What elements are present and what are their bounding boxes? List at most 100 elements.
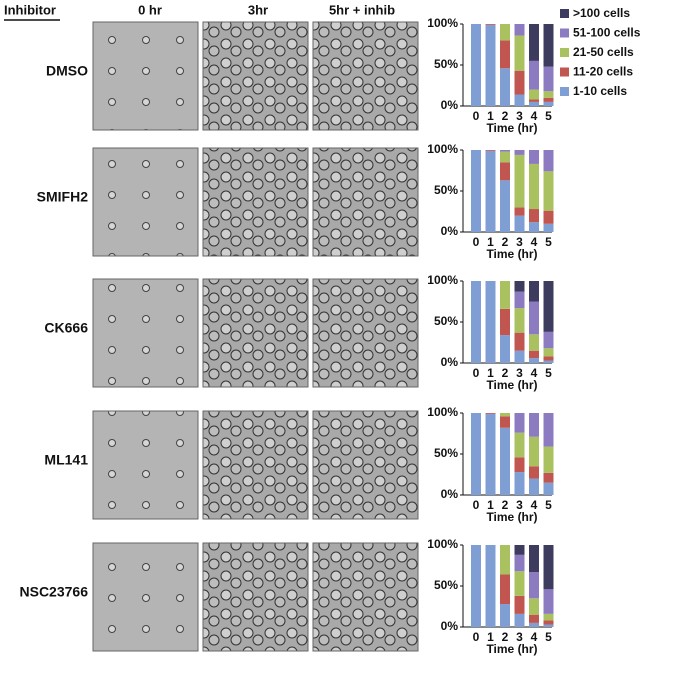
bar-segment bbox=[500, 416, 510, 428]
bar-segment bbox=[529, 622, 539, 627]
bar-segment bbox=[543, 620, 554, 625]
bar-segment bbox=[543, 589, 554, 614]
micrograph bbox=[92, 21, 199, 131]
bar-segment bbox=[471, 545, 481, 627]
x-tick-label: 1 bbox=[487, 109, 494, 123]
bar-segment bbox=[529, 614, 539, 623]
bar-segment bbox=[529, 101, 539, 106]
legend-label: 21-50 cells bbox=[573, 45, 634, 59]
bar-segment bbox=[529, 572, 539, 599]
bar-segment bbox=[514, 215, 525, 232]
micrograph bbox=[312, 21, 419, 131]
bar-segment bbox=[514, 154, 525, 208]
x-tick-label: 4 bbox=[531, 366, 538, 380]
bar-segment bbox=[514, 94, 525, 106]
bar-segment bbox=[514, 413, 525, 433]
x-axis-label: Time (hr) bbox=[486, 121, 537, 135]
y-tick-label: 0% bbox=[441, 355, 459, 369]
legend-swatch bbox=[560, 9, 569, 18]
bar-segment bbox=[543, 223, 554, 232]
bar-segment bbox=[529, 163, 539, 210]
bar-segment bbox=[500, 545, 510, 575]
bar-segment bbox=[500, 427, 510, 495]
legend-swatch bbox=[560, 48, 569, 57]
legend-label: >100 cells bbox=[573, 6, 630, 20]
bar-segment bbox=[529, 150, 539, 164]
bar-segment bbox=[485, 413, 496, 495]
bar-segment bbox=[500, 281, 510, 309]
bar-segment bbox=[514, 24, 525, 36]
bar-segment bbox=[500, 180, 510, 232]
bar-segment bbox=[514, 332, 525, 351]
micrograph bbox=[202, 278, 309, 388]
bar-segment bbox=[514, 308, 525, 333]
bar-segment bbox=[471, 281, 481, 363]
bar-segment bbox=[529, 301, 539, 335]
y-tick-label: 0% bbox=[441, 619, 459, 633]
bar-segment bbox=[514, 472, 525, 495]
bar-segment bbox=[543, 24, 554, 67]
bar-segment bbox=[485, 545, 496, 627]
bar-segment bbox=[543, 624, 554, 627]
bar-segment bbox=[500, 413, 510, 417]
row-label: CK666 bbox=[44, 320, 88, 336]
y-tick-label: 0% bbox=[441, 98, 459, 112]
bar-segment bbox=[543, 97, 554, 102]
bar-segment bbox=[543, 150, 554, 172]
bar-segment bbox=[529, 478, 539, 495]
bar-segment bbox=[529, 60, 539, 90]
y-tick-label: 50% bbox=[434, 183, 458, 197]
bar-segment bbox=[514, 291, 525, 309]
y-tick-label: 100% bbox=[427, 16, 458, 30]
bar-segment bbox=[529, 222, 539, 232]
x-tick-label: 4 bbox=[531, 630, 538, 644]
x-axis-label: Time (hr) bbox=[486, 378, 537, 392]
bar-segment bbox=[500, 151, 510, 163]
x-axis-label: Time (hr) bbox=[486, 510, 537, 524]
bar-segment bbox=[514, 150, 525, 155]
micrograph bbox=[202, 542, 309, 652]
bar-segment bbox=[514, 595, 525, 614]
micrograph bbox=[202, 21, 309, 131]
bar-segment bbox=[543, 482, 554, 495]
y-tick-label: 50% bbox=[434, 57, 458, 71]
micrograph bbox=[312, 410, 419, 520]
x-tick-label: 1 bbox=[487, 366, 494, 380]
micrograph bbox=[312, 542, 419, 652]
bar-segment bbox=[514, 571, 525, 596]
bar-segment bbox=[500, 574, 510, 605]
bar-segment bbox=[543, 360, 554, 363]
micrographs bbox=[92, 21, 419, 652]
bar-segment bbox=[500, 150, 510, 152]
micrograph bbox=[92, 278, 199, 388]
y-tick-label: 50% bbox=[434, 578, 458, 592]
column-header: Inhibitor bbox=[4, 2, 56, 17]
x-tick-label: 1 bbox=[487, 235, 494, 249]
column-header: 0 hr bbox=[138, 2, 162, 17]
bar-segment bbox=[543, 331, 554, 349]
bar-segment bbox=[529, 358, 539, 363]
y-tick-label: 100% bbox=[427, 405, 458, 419]
x-tick-label: 1 bbox=[487, 498, 494, 512]
bar-segment bbox=[543, 613, 554, 621]
x-tick-label: 1 bbox=[487, 630, 494, 644]
bar-segment bbox=[514, 613, 525, 627]
bar-segment bbox=[471, 413, 481, 495]
bar-segment bbox=[485, 150, 496, 151]
bar-segment bbox=[500, 24, 510, 41]
micrograph bbox=[202, 410, 309, 520]
bar-segment bbox=[529, 350, 539, 359]
x-tick-label: 5 bbox=[545, 109, 552, 123]
bar-segment bbox=[529, 209, 539, 223]
bar-segment bbox=[514, 457, 525, 473]
x-tick-label: 3 bbox=[516, 366, 523, 380]
column-header: 3hr bbox=[248, 2, 268, 17]
bar-segment bbox=[471, 150, 481, 232]
y-tick-label: 100% bbox=[427, 537, 458, 551]
x-tick-label: 2 bbox=[502, 109, 509, 123]
x-tick-label: 0 bbox=[473, 109, 480, 123]
legend-label: 1-10 cells bbox=[573, 84, 627, 98]
y-tick-label: 100% bbox=[427, 273, 458, 287]
